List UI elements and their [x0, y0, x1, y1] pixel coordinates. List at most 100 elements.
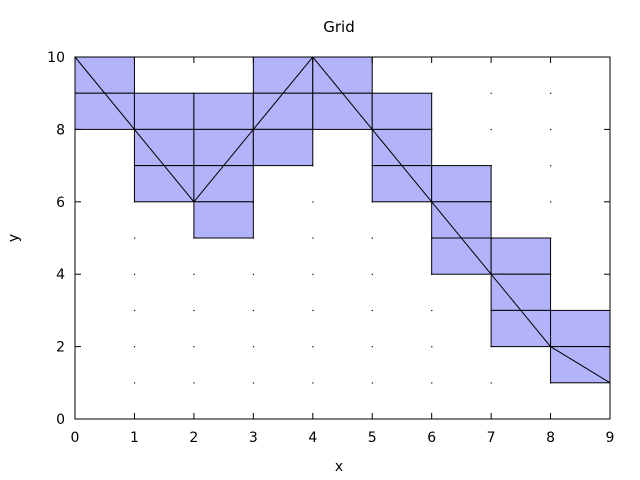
- grid-dot: [431, 237, 433, 239]
- grid-dot: [193, 165, 195, 167]
- plot-frame: [74, 56, 611, 420]
- grid-dot: [252, 273, 255, 275]
- y-tick-label: 6: [56, 195, 65, 211]
- grid-dot: [312, 237, 314, 239]
- grid-dot: [490, 237, 492, 239]
- grid-dot: [252, 309, 255, 312]
- x-tick-label: 7: [487, 430, 496, 446]
- x-tick-label: 6: [427, 430, 436, 446]
- grid-cell: [490, 237, 552, 275]
- grid-dot: [193, 237, 195, 239]
- grid-dot: [133, 382, 136, 384]
- grid-cell: [312, 56, 373, 94]
- grid-dot: [550, 128, 552, 131]
- grid-dot: [312, 128, 314, 131]
- grid-dot: [133, 92, 136, 94]
- x-tick-labels: 0 1 2 3 4 5 6 7 8 9: [71, 430, 615, 446]
- grid-cell: [193, 92, 254, 130]
- grid-dot: [431, 382, 433, 384]
- grid-dot: [193, 309, 195, 312]
- grid-cell: [193, 165, 254, 203]
- grid-dot: [371, 165, 373, 167]
- grid-dot: [133, 201, 136, 203]
- grid-cell: [133, 92, 195, 130]
- grid-dot: [431, 128, 433, 131]
- grid-cell: [431, 165, 492, 203]
- grid-dot: [312, 309, 314, 312]
- y-tick-label: 4: [56, 267, 65, 283]
- grid-dot: [371, 346, 373, 348]
- grid-dot: [133, 237, 136, 239]
- axis-ticks: [74, 56, 611, 420]
- y-axis-label: y: [6, 234, 22, 242]
- x-tick-label: 8: [546, 430, 555, 446]
- y-tick-labels: 0 2 4 6 8 10: [47, 50, 65, 428]
- grid-cell: [431, 201, 492, 239]
- x-tick-label: 2: [189, 430, 198, 446]
- grid-dot: [133, 273, 136, 275]
- y-tick-label: 2: [56, 340, 65, 356]
- grid-dot: [431, 165, 433, 167]
- grid-cell: [431, 237, 492, 275]
- grid-dot: [193, 92, 195, 94]
- grid-dot: [193, 382, 195, 384]
- grid-dot: [490, 128, 492, 131]
- grid-dot: [490, 201, 492, 203]
- x-tick-label: 9: [606, 430, 615, 446]
- chart-title: Grid: [323, 18, 354, 36]
- grid-dot: [252, 382, 255, 384]
- grid-dot: [490, 165, 492, 167]
- y-tick-label: 0: [56, 412, 65, 428]
- grid-dot: [312, 273, 314, 275]
- grid-dot: [133, 165, 136, 167]
- grid-cell: [193, 128, 254, 167]
- grid-dot: [252, 346, 255, 348]
- grid-dot: [371, 273, 373, 275]
- grid-dot: [431, 346, 433, 348]
- grid-dot: [133, 309, 136, 312]
- grid-cell: [371, 128, 433, 167]
- grid-dot: [312, 92, 314, 94]
- grid-dot: [312, 346, 314, 348]
- grid-cell: [490, 273, 552, 311]
- grid-dot: [550, 273, 552, 275]
- grid-dot: [490, 92, 492, 94]
- grid-cell: [133, 165, 195, 203]
- grid-dot: [550, 382, 552, 384]
- x-tick-label: 0: [71, 430, 80, 446]
- y-tick-label: 10: [47, 50, 65, 66]
- grid-dot: [431, 309, 433, 312]
- grid-dot: [312, 201, 314, 203]
- grid-cell: [74, 92, 135, 130]
- grid-dot: [252, 201, 255, 203]
- highlighted-cells: [74, 56, 611, 384]
- y-tick-label: 8: [56, 122, 65, 138]
- grid-cell: [252, 92, 314, 130]
- grid-dot: [193, 273, 195, 275]
- grid-dot: [312, 382, 314, 384]
- grid-cell: [371, 92, 433, 130]
- grid-dot: [252, 92, 255, 94]
- grid-dot: [371, 201, 373, 203]
- x-tick-label: 3: [249, 430, 258, 446]
- grid-dot: [193, 128, 195, 131]
- grid-dot: [252, 165, 255, 167]
- grid-dot: [133, 346, 136, 348]
- grid-dot: [550, 309, 552, 312]
- x-tick-label: 1: [130, 430, 139, 446]
- grid-cell: [550, 309, 611, 348]
- grid-dot: [431, 273, 433, 275]
- grid-dot: [252, 237, 255, 239]
- grid-cell: [74, 56, 135, 94]
- grid-dot: [550, 237, 552, 239]
- grid-dot: [371, 237, 373, 239]
- grid-dots: [133, 92, 552, 384]
- grid-cell: [490, 309, 552, 348]
- grid-cell: [193, 201, 254, 239]
- x-tick-label: 4: [308, 430, 317, 446]
- grid-cell: [371, 165, 433, 203]
- grid-cell: [252, 128, 314, 167]
- grid-dot: [371, 309, 373, 312]
- grid-dot: [490, 346, 492, 348]
